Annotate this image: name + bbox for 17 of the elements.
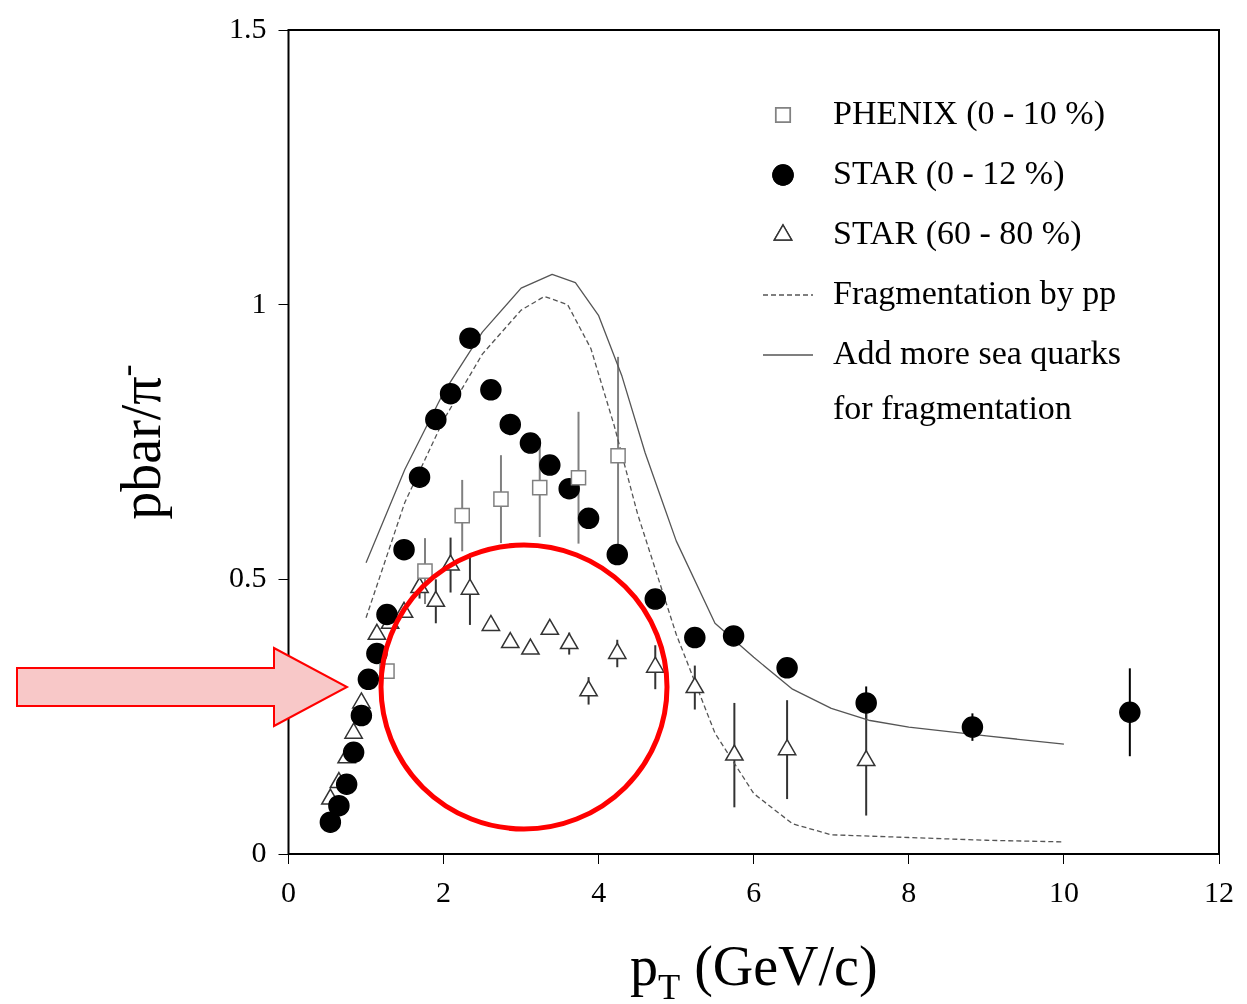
y-tick-label: 1.5 bbox=[229, 10, 267, 44]
x-tick-label: 12 bbox=[1204, 874, 1234, 908]
x-tick-label: 8 bbox=[901, 874, 917, 908]
y-tick-label: 0.5 bbox=[229, 560, 267, 594]
legend-label: STAR (0 - 12 %) bbox=[833, 153, 1065, 192]
y-tick-label: 0 bbox=[251, 834, 267, 868]
x-tick-label: 4 bbox=[591, 874, 607, 908]
legend-label: Add more sea quarks for fragmentation bbox=[833, 333, 1121, 426]
x-tick-label: 0 bbox=[281, 874, 296, 908]
legend-label: Fragmentation by pp bbox=[833, 273, 1117, 311]
x-tick-label: 6 bbox=[746, 874, 762, 908]
x-tick-label: 10 bbox=[1048, 874, 1079, 908]
legend-label: STAR (60 - 80 %) bbox=[833, 213, 1082, 252]
legend-label: PHENIX (0 - 10 %) bbox=[833, 93, 1105, 132]
y-axis-title: pbar/π- bbox=[105, 364, 172, 520]
y-tick-label: 1 bbox=[251, 285, 267, 319]
x-tick-label: 2 bbox=[436, 874, 452, 908]
